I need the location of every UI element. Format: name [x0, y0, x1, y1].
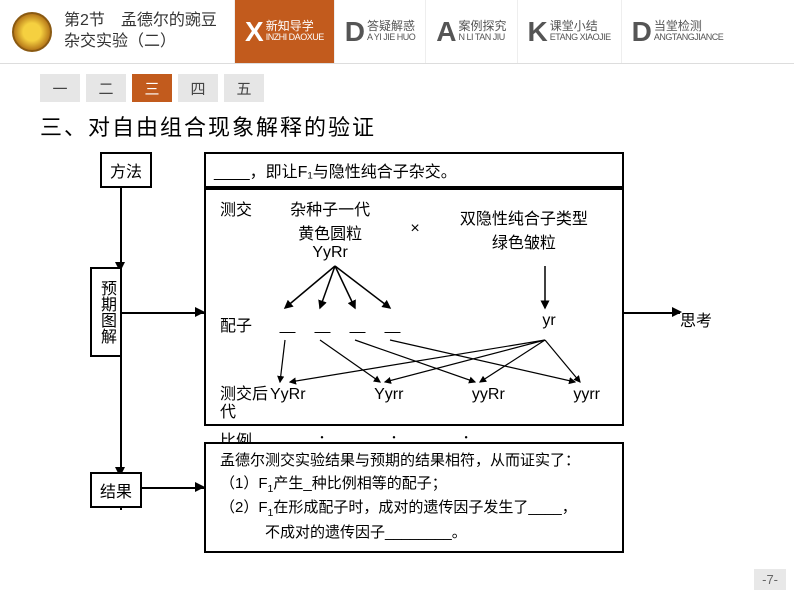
chapter-line2: 杂交实验（二）	[64, 32, 234, 53]
result-l4: 不成对的遗传因子________。	[220, 522, 608, 545]
result-l1: 孟德尔测交实验结果与预期的结果相符，从而证实了：	[220, 450, 608, 473]
parent2: 双隐性纯合子类型 绿色皱粒	[460, 205, 588, 253]
result-l2: （1）F1产生_种比例相等的配子；	[220, 473, 608, 498]
result-label-box: 结果	[90, 472, 142, 508]
offspring-label: 测交后代	[220, 386, 270, 421]
prediction-diagram-box: 测交 杂种子一代 黄色圆粒 YyRr × 双隐性纯合子类型 绿色皱粒	[204, 188, 624, 426]
section-title: 三、对自由组合现象解释的验证	[40, 110, 754, 142]
parent1: 杂种子一代 黄色圆粒 YyRr	[290, 196, 370, 262]
offspring-genotype: yyrr	[573, 386, 600, 421]
offspring-genotype: yyRr	[472, 386, 505, 421]
section-tab[interactable]: 四	[178, 74, 218, 102]
nav-tab[interactable]: D当堂检测ANGTANGJIANCE	[621, 0, 734, 63]
result-l3: （2）F1在形成配子时，成对的遗传因子发生了____，	[220, 497, 608, 522]
nav-tab[interactable]: X新知导学INZHI DAOXUE	[234, 0, 334, 63]
diagram: 方法 预期图解 结果 思考 ____，即让F₁与隐性纯合子杂交。 测交 杂种子一…	[40, 152, 760, 552]
section-tab[interactable]: 三	[132, 74, 172, 102]
prediction-label-box: 预期图解	[90, 267, 122, 357]
nav-tabs: X新知导学INZHI DAOXUED答疑解惑A YI JIE HUOA案例探究N…	[234, 0, 794, 63]
nav-tab[interactable]: A案例探究N LI TAN JIU	[425, 0, 516, 63]
page-number: -7-	[754, 569, 786, 590]
result-text-box: 孟德尔测交实验结果与预期的结果相符，从而证实了： （1）F1产生_种比例相等的配…	[204, 442, 624, 553]
section-tab[interactable]: 二	[86, 74, 126, 102]
chapter-title: 第2节 孟德尔的豌豆 杂交实验（二）	[64, 11, 234, 53]
method-label-box: 方法	[100, 152, 152, 188]
combine-arrows	[270, 338, 608, 386]
gamete-label: 配子	[220, 312, 270, 336]
section-tab[interactable]: 一	[40, 74, 80, 102]
gamete-yr: yr	[410, 312, 608, 336]
chapter-line1: 第2节 孟德尔的豌豆	[64, 11, 234, 32]
offspring-genotype: YyRr	[270, 386, 306, 421]
connector-hline	[120, 312, 205, 314]
section-tabs: 一二三四五	[40, 74, 754, 102]
offspring-genotype: Yyrr	[374, 386, 403, 421]
section-tab[interactable]: 五	[224, 74, 264, 102]
method-text: ____，即让F₁与隐性纯合子杂交。	[204, 152, 624, 188]
nav-tab[interactable]: D答疑解惑A YI JIE HUO	[334, 0, 426, 63]
cross-symbol: ×	[410, 220, 419, 238]
testcross-label: 测交	[220, 196, 270, 262]
gamete-arrows	[270, 264, 608, 312]
nav-tab[interactable]: K课堂小结ETANG XIAOJIE	[517, 0, 621, 63]
logo	[12, 12, 52, 52]
think-label: 思考	[680, 307, 712, 331]
